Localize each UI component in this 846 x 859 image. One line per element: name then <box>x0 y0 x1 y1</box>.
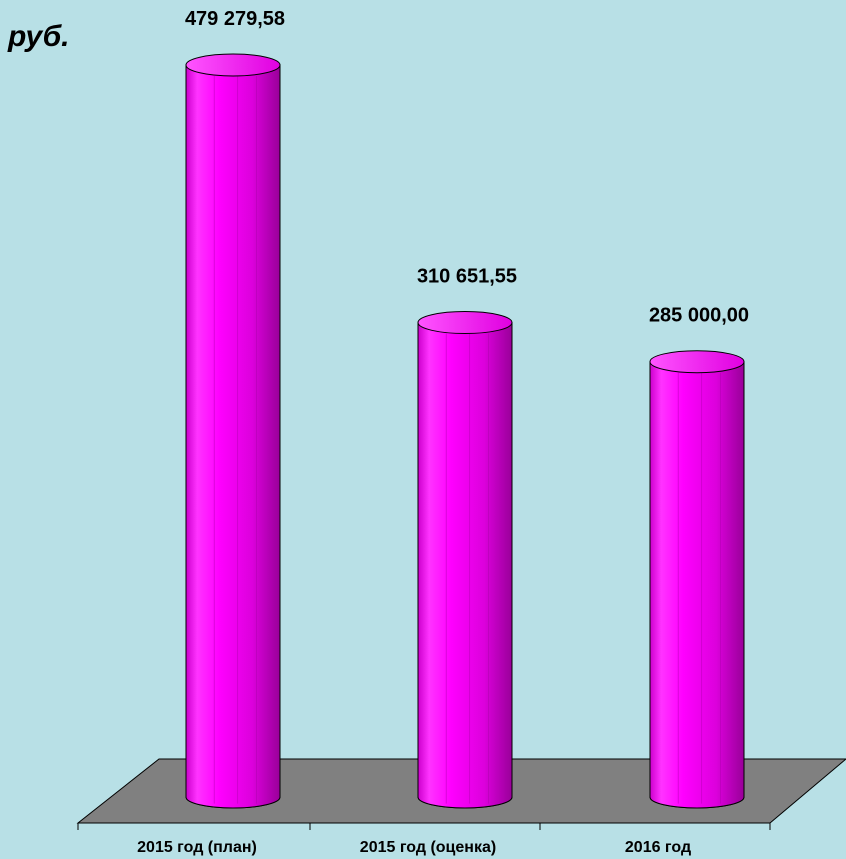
category-label: 2015 год (оценка) <box>360 839 496 856</box>
category-label: 2016 год <box>625 839 691 856</box>
value-label: 285 000,00 <box>649 305 749 327</box>
bar-top <box>417 311 513 335</box>
category-label: 2015 год (план) <box>137 839 257 856</box>
bar-body <box>185 64 281 809</box>
value-label: 310 651,55 <box>417 266 517 288</box>
unit-label: руб. <box>8 20 70 53</box>
bar-body <box>417 322 513 809</box>
bar-2 <box>417 311 513 809</box>
bar-top <box>649 350 745 374</box>
bar-body <box>649 361 745 809</box>
bar-3 <box>649 350 745 809</box>
bar-1 <box>185 53 281 809</box>
bar-top <box>185 53 281 77</box>
value-label: 479 279,58 <box>185 8 285 30</box>
